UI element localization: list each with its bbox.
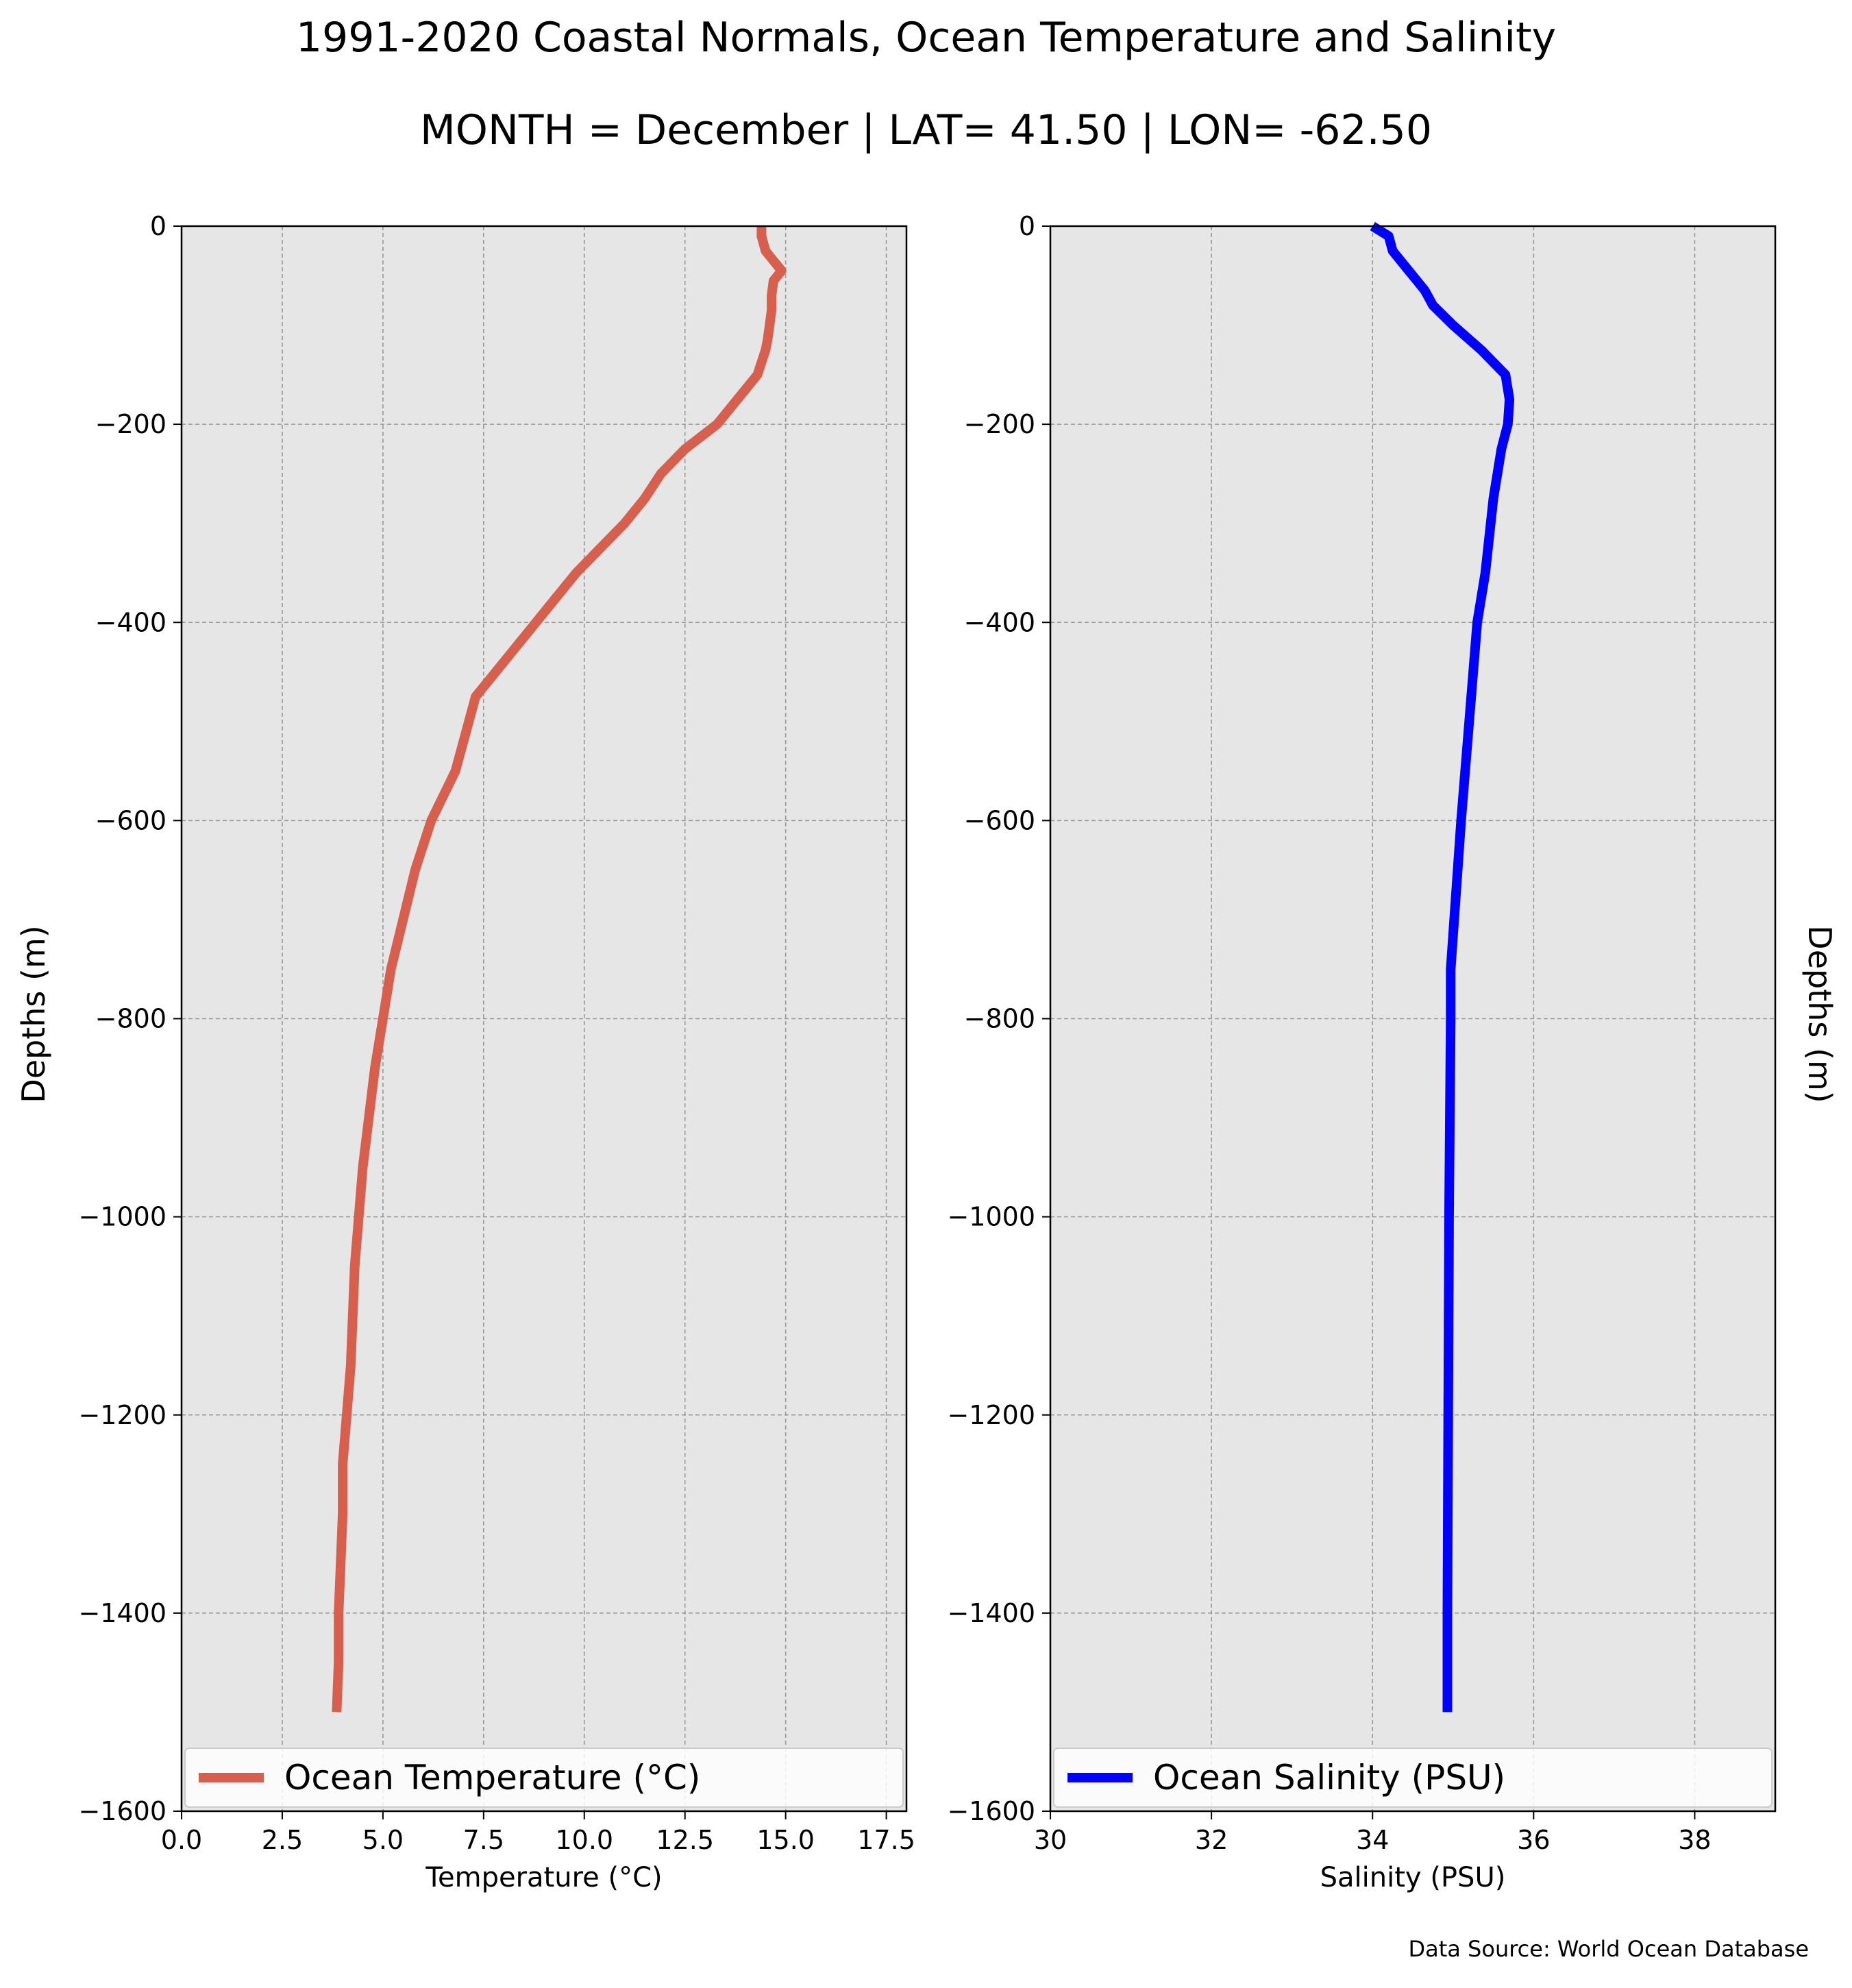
x-axis-label: Salinity (PSU) xyxy=(1320,1862,1506,1893)
y-tick-label: −400 xyxy=(964,607,1035,637)
x-tick-label: 34 xyxy=(1356,1825,1389,1855)
y-tick-label: −1000 xyxy=(947,1202,1035,1232)
x-tick-label: 12.5 xyxy=(656,1825,714,1855)
right-y-axis-label: Depths (m) xyxy=(1801,925,1838,1103)
figure-title: 1991-2020 Coastal Normals, Ocean Tempera… xyxy=(296,14,1556,62)
temperature-panel: 0.0 2.5 5.0 7.5 10.0 12.5 15.0 17.5 0 −200 −400 −60… xyxy=(78,211,915,1893)
plot-area xyxy=(182,226,906,1811)
y-tick-label: −1400 xyxy=(947,1598,1035,1628)
figure-subtitle: MONTH = December | LAT= 41.50 | LON= -62… xyxy=(420,106,1432,154)
left-y-axis-label: Depths (m) xyxy=(15,925,52,1103)
y-tick-label: −1000 xyxy=(78,1202,166,1232)
x-tick-label: 17.5 xyxy=(857,1825,915,1855)
y-tick-label: −200 xyxy=(964,409,1035,439)
salinity-panel: 30 32 34 36 38 0 −200 −400 −600 −800 −1000 −1200 −14… xyxy=(947,211,1777,1893)
legend-label: Ocean Temperature (°C) xyxy=(284,1758,700,1797)
y-tick-label: −600 xyxy=(95,805,166,835)
y-tick-label: −1600 xyxy=(947,1796,1035,1826)
y-tick-label: −1400 xyxy=(78,1598,166,1628)
x-tick-label: 30 xyxy=(1034,1825,1067,1855)
x-tick-label: 36 xyxy=(1517,1825,1550,1855)
series-line-0 xyxy=(332,226,787,1713)
y-tick-label: −600 xyxy=(964,805,1035,835)
plot-frame xyxy=(1049,225,1777,1813)
plot-frame xyxy=(180,225,908,1813)
x-tick-label: 32 xyxy=(1195,1825,1228,1855)
x-tick-label: 7.5 xyxy=(463,1825,504,1855)
x-tick-label: 5.0 xyxy=(362,1825,404,1855)
x-tick-label: 0.0 xyxy=(161,1825,202,1855)
y-tick-label: −400 xyxy=(95,607,166,637)
y-tick-label: −1200 xyxy=(78,1400,166,1430)
x-tick-label: 2.5 xyxy=(262,1825,303,1855)
data-source-note: Data Source: World Ocean Database xyxy=(1408,1936,1809,1962)
x-axis-label: Temperature (°C) xyxy=(425,1862,662,1893)
series-line-0 xyxy=(1370,222,1515,1713)
y-tick-label: −1200 xyxy=(947,1400,1035,1430)
y-tick-label: −1600 xyxy=(78,1796,166,1826)
x-tick-label: 10.0 xyxy=(555,1825,613,1855)
y-tick-label: −800 xyxy=(95,1004,166,1034)
y-tick-label: −800 xyxy=(964,1004,1035,1034)
y-tick-label: 0 xyxy=(1019,211,1035,241)
x-tick-label: 15.0 xyxy=(756,1825,815,1855)
legend-box xyxy=(184,1747,904,1808)
plot-area xyxy=(1050,226,1775,1811)
y-tick-label: 0 xyxy=(150,211,166,241)
legend-box xyxy=(1053,1747,1773,1808)
x-tick-label: 38 xyxy=(1678,1825,1711,1855)
y-tick-label: −200 xyxy=(95,409,166,439)
legend-label: Ocean Salinity (PSU) xyxy=(1153,1758,1505,1797)
